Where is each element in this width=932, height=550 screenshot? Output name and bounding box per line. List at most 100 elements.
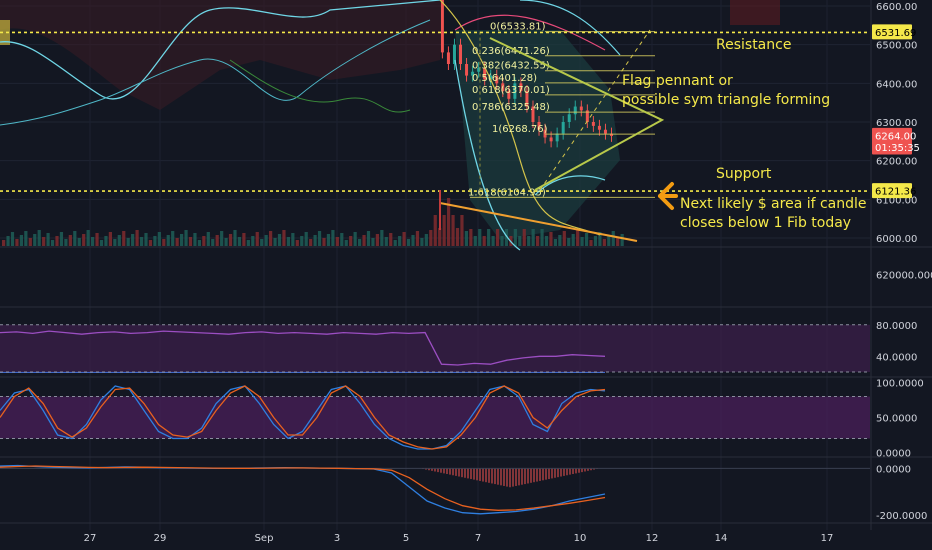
volume-bar xyxy=(273,238,277,246)
volume-bar xyxy=(371,238,375,246)
volume-bar xyxy=(442,215,446,246)
indicator-line-secondary xyxy=(0,385,606,450)
candle-body xyxy=(513,83,517,99)
volume-bar xyxy=(513,229,517,246)
fib-label: 0.236(6471.26) xyxy=(472,46,550,57)
volume-bar xyxy=(611,231,615,246)
volume-bar xyxy=(206,232,210,246)
volume-bar xyxy=(576,230,580,246)
drawings xyxy=(0,29,870,242)
volume-bar xyxy=(24,231,28,246)
volume-bar xyxy=(549,232,553,246)
volume-bar xyxy=(286,237,290,246)
volume-bar xyxy=(202,236,206,246)
volume-bar xyxy=(309,239,313,246)
volume-bar xyxy=(242,233,246,246)
next-note-line2: closes below 1 Fib today xyxy=(680,215,851,231)
volume-bar xyxy=(148,240,153,246)
volume-bar xyxy=(451,215,455,246)
pane-tick-label: 40.0000 xyxy=(876,352,917,363)
volume-bar xyxy=(82,234,86,246)
volume-bar xyxy=(349,236,353,246)
volume-bar xyxy=(447,198,451,246)
candle-body xyxy=(519,83,523,92)
ma-pink xyxy=(454,14,606,51)
volume-bar xyxy=(282,230,286,246)
volume-bar xyxy=(598,232,602,246)
candle-body xyxy=(525,91,529,107)
price-tag-bg xyxy=(872,127,912,143)
fib-label: 0.5(6401.28) xyxy=(472,73,537,84)
candle-body xyxy=(591,122,595,126)
time-tick-label: 17 xyxy=(821,533,834,544)
volume-bar xyxy=(104,236,108,246)
volume-bar xyxy=(264,235,268,246)
volume-bar xyxy=(255,232,259,246)
volume-bar xyxy=(522,229,526,246)
cloud-red xyxy=(0,0,440,110)
fib-label: 0(6533.81) xyxy=(490,22,546,33)
flag-note-line2: possible sym triangle forming xyxy=(622,92,830,108)
candle-body xyxy=(603,129,607,134)
next-note-line1: Next likely $ area if candle xyxy=(680,196,867,212)
candle-body xyxy=(610,133,613,136)
volume-bar xyxy=(157,232,161,246)
triangle-pattern xyxy=(489,37,665,191)
price-axis[interactable]: 6600.00 6500.00 6400.00 6300.00 6200.00 6100.… xyxy=(876,2,932,522)
macd-pane xyxy=(0,464,870,515)
volume-bar xyxy=(518,236,522,246)
pane-tick-label: 80.0000 xyxy=(876,321,917,332)
volume-bar xyxy=(326,234,331,246)
price-tick-label: 6300.00 xyxy=(876,118,917,129)
volume-bar xyxy=(358,239,362,246)
volume-bar xyxy=(478,229,482,246)
volume-bar xyxy=(527,236,531,246)
volume-bar xyxy=(313,235,317,246)
pane-tick-label: 50.0000 xyxy=(876,414,917,425)
cloud-red-small xyxy=(730,0,780,25)
volume-bar xyxy=(211,239,215,246)
volume-bar xyxy=(126,238,130,246)
volume-bar xyxy=(553,239,557,246)
volume-bar xyxy=(37,230,41,246)
candle-body xyxy=(489,75,493,80)
volume-bar xyxy=(144,233,148,246)
price-tag-label: 6264.00 xyxy=(875,131,916,142)
volume-bar xyxy=(68,235,72,246)
time-tick-label: 7 xyxy=(475,533,481,544)
indicator-line-primary xyxy=(0,330,606,366)
volume-bar xyxy=(153,236,157,246)
time-tick-label: 10 xyxy=(574,533,587,544)
volume-bar xyxy=(188,237,193,246)
volume-bar xyxy=(277,234,282,246)
volume-bar xyxy=(171,231,175,246)
fib-label: 0.786(6325.48) xyxy=(472,102,550,113)
bollinger-lower-right xyxy=(534,175,606,196)
time-axis[interactable]: 27 29 Sep 3 5 7 10 12 14 17 xyxy=(84,533,834,544)
volume-bar xyxy=(389,233,393,246)
volume-bar xyxy=(353,232,357,246)
volume-bar xyxy=(455,228,460,246)
volume-bar xyxy=(429,230,433,246)
volume-bar xyxy=(469,229,473,246)
volume-bar xyxy=(500,236,504,246)
volume-bar xyxy=(42,237,46,246)
band-fill xyxy=(0,324,870,373)
price-tag-bg xyxy=(872,139,912,155)
candle-body xyxy=(452,44,456,64)
volume-bar xyxy=(482,236,486,246)
candle-body xyxy=(446,52,450,64)
price-tag-label: 6531.69 xyxy=(875,28,916,39)
volume-bar xyxy=(580,237,584,246)
volume-bar xyxy=(2,240,6,246)
volume-bar xyxy=(300,236,304,246)
volume-bar xyxy=(15,239,19,246)
candle-body xyxy=(549,137,553,142)
volume-bar xyxy=(415,231,420,246)
annotations: Resistance Flag pennant or possible sym tr… xyxy=(622,37,867,231)
price-candles xyxy=(440,0,613,148)
volume-bar xyxy=(544,236,549,246)
volume-bar xyxy=(224,238,228,246)
volume-bar xyxy=(331,230,335,246)
